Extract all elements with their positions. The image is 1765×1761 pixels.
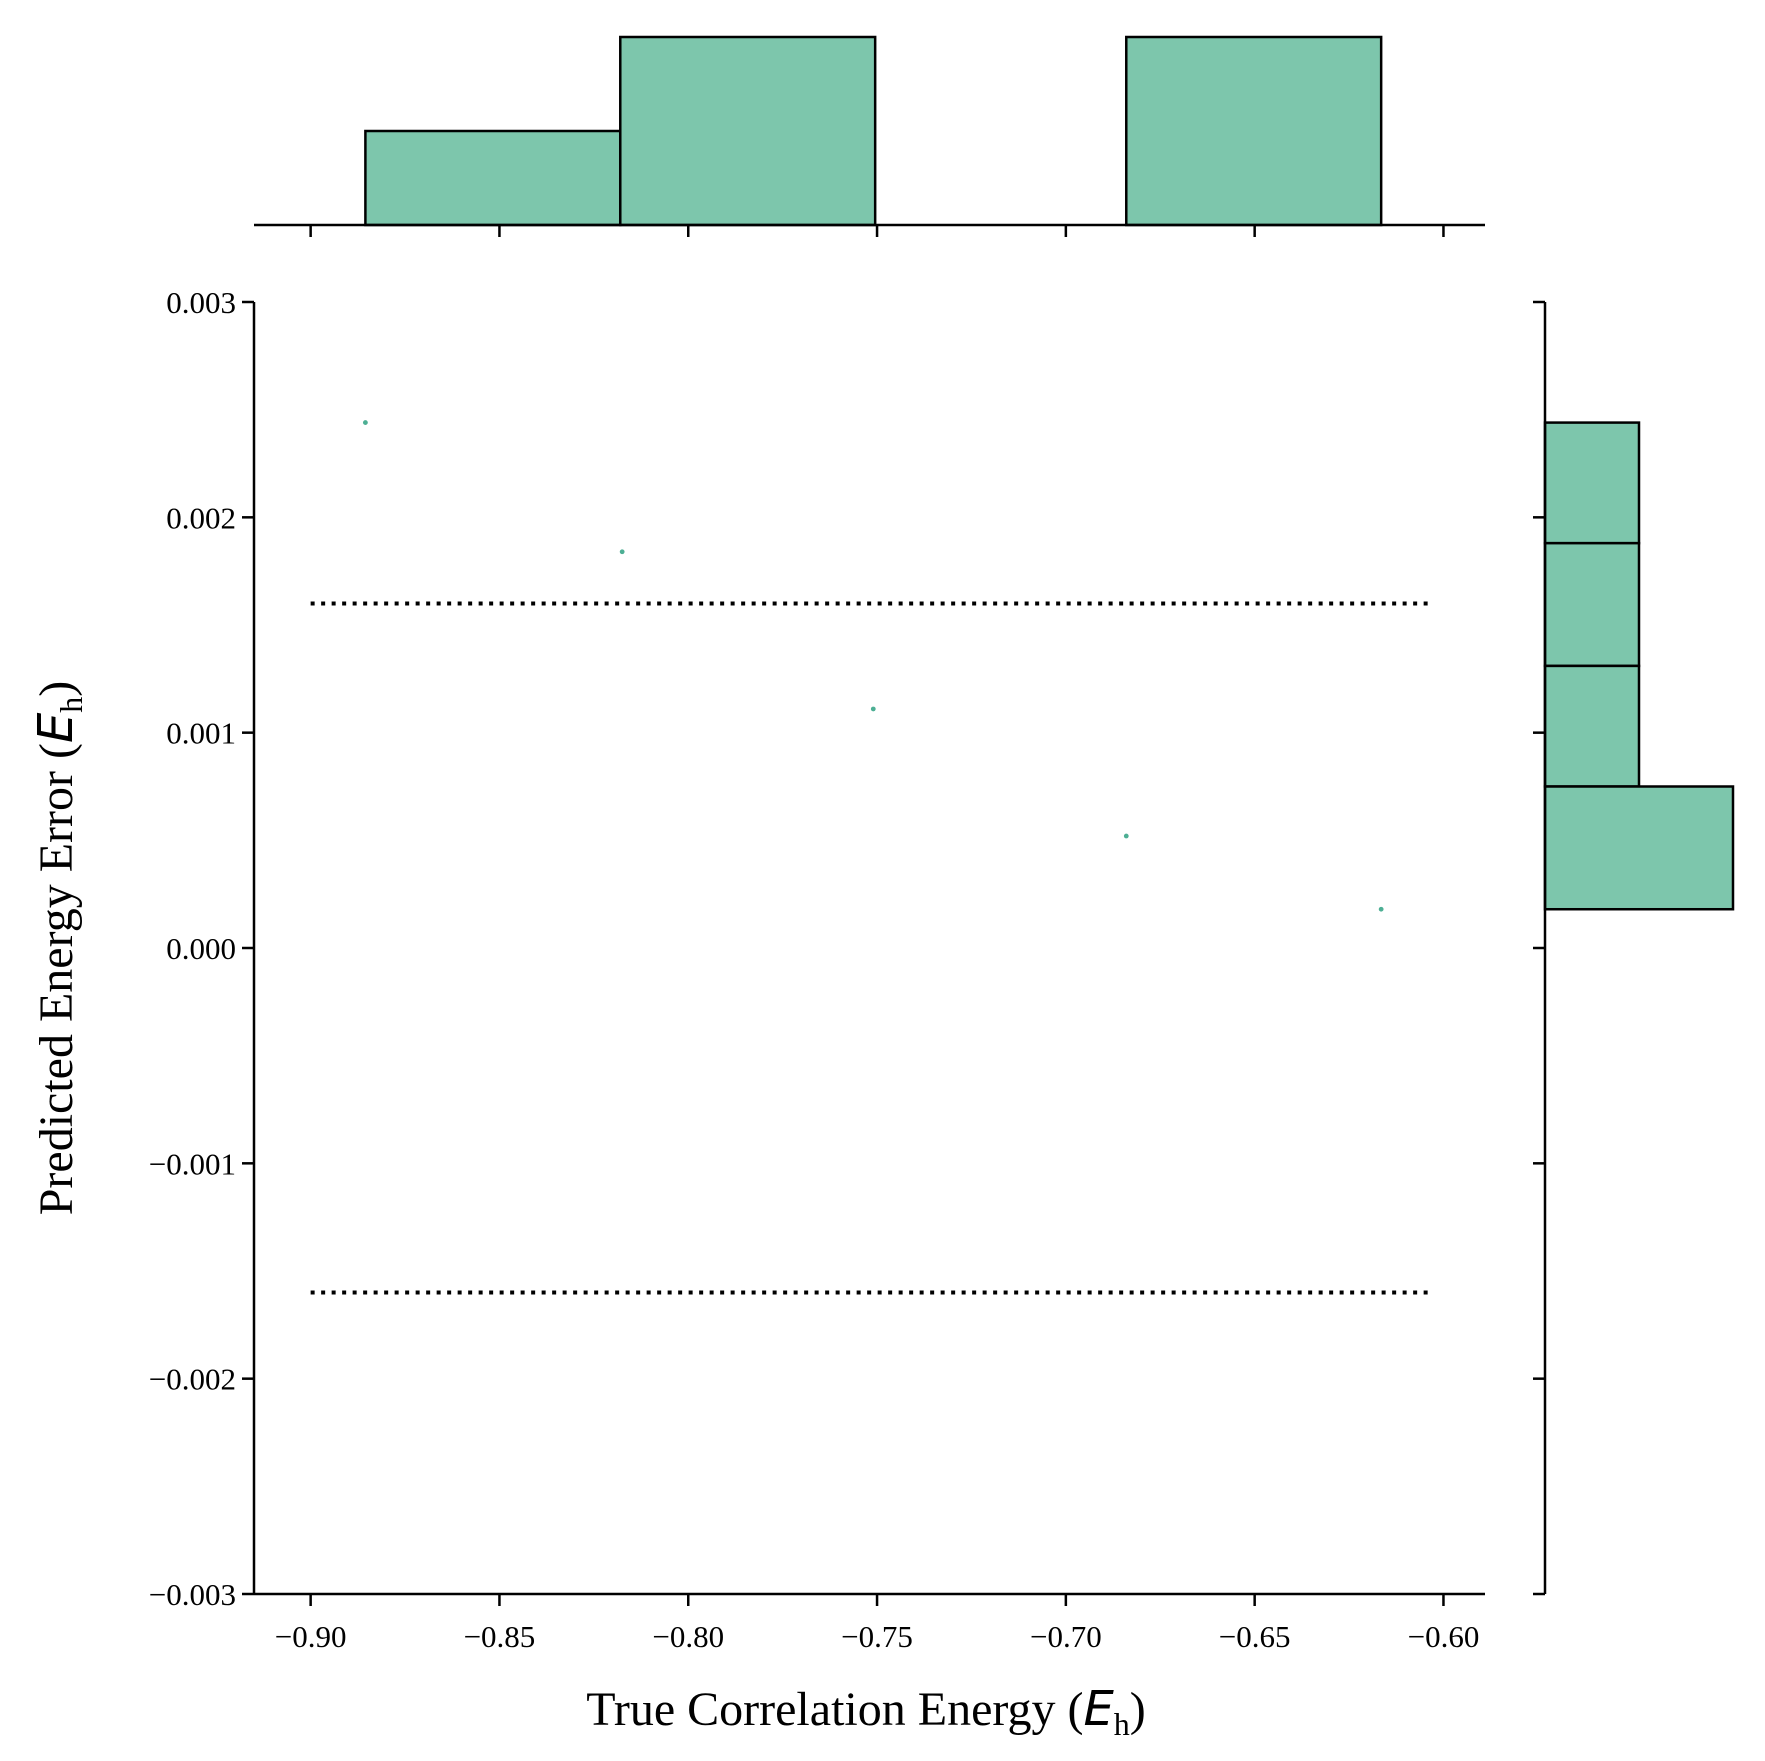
x-tick-label: −0.80 bbox=[652, 1619, 724, 1654]
right-histogram bbox=[1533, 300, 1735, 1596]
x-tick-label: −0.75 bbox=[841, 1619, 913, 1654]
y-tick-label: −0.003 bbox=[149, 1577, 236, 1612]
x-tick-label: −0.70 bbox=[1030, 1619, 1102, 1654]
y-tick-label: 0.000 bbox=[166, 931, 236, 966]
x-tick-label: −0.90 bbox=[275, 1619, 347, 1654]
top-histogram-bar bbox=[1125, 35, 1383, 227]
scatter-point bbox=[1378, 906, 1384, 912]
scatter-point bbox=[362, 420, 368, 425]
right-histogram-bar bbox=[1543, 785, 1735, 911]
right-histogram-bar bbox=[1543, 664, 1641, 788]
right-histogram-bar bbox=[1543, 421, 1641, 545]
y-tick-label: 0.002 bbox=[166, 500, 236, 535]
x-tick-label: −0.65 bbox=[1219, 1619, 1291, 1654]
scatter-points bbox=[362, 420, 1384, 912]
y-tick-label: 0.001 bbox=[166, 716, 236, 751]
top-histogram-bar bbox=[619, 35, 877, 227]
y-axis-label: Predicted Energy Error (Eh) bbox=[28, 681, 89, 1216]
scatter-point bbox=[1123, 833, 1129, 839]
x-tick-label: −0.60 bbox=[1408, 1619, 1480, 1654]
y-tick-label: 0.003 bbox=[166, 285, 236, 320]
x-tick-label: −0.85 bbox=[464, 1619, 536, 1654]
top-histogram bbox=[254, 35, 1485, 237]
scatter-point bbox=[619, 549, 625, 555]
scatter-point bbox=[870, 706, 876, 712]
scatter-axes: −0.90 −0.85 −0.80 −0.75 −0.70 −0.65 −0.60 0.003… bbox=[149, 285, 1485, 1654]
reference-lines bbox=[310, 601, 1431, 1295]
y-tick-label: −0.001 bbox=[149, 1146, 236, 1181]
right-histogram-bar bbox=[1543, 541, 1641, 668]
x-axis-label: True Correlation Energy (Eh) bbox=[586, 1681, 1146, 1742]
y-tick-label: −0.002 bbox=[149, 1362, 236, 1397]
top-histogram-bar bbox=[364, 129, 622, 227]
